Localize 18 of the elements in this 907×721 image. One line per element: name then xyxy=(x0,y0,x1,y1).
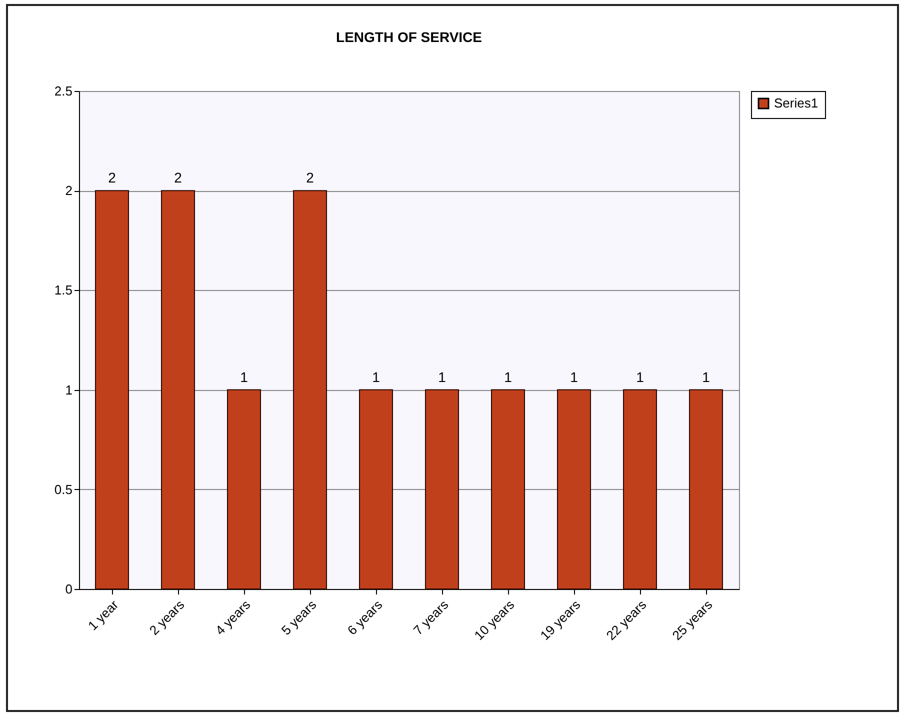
data-label: 1 xyxy=(504,368,512,385)
y-tick-label: 1.5 xyxy=(54,282,72,298)
data-label: 2 xyxy=(306,170,314,186)
y-tick-label: 0 xyxy=(65,582,72,596)
data-label: 1 xyxy=(636,368,644,385)
data-label: 1 xyxy=(570,368,578,385)
chart-title: LENGTH OF SERVICE xyxy=(336,29,482,45)
y-tick-label: 1 xyxy=(65,382,72,398)
data-label: 1 xyxy=(702,368,710,385)
y-tick-label: 2.5 xyxy=(54,84,72,98)
y-tick-label: 2 xyxy=(65,183,72,198)
data-label: 2 xyxy=(174,170,182,186)
data-label: 1 xyxy=(240,368,248,385)
data-label: 1 xyxy=(438,368,446,385)
y-tick-label: 0.5 xyxy=(54,482,72,497)
data-label: 1 xyxy=(372,368,380,385)
data-label: 2 xyxy=(108,170,116,186)
legend-label: Series1 xyxy=(774,96,818,110)
